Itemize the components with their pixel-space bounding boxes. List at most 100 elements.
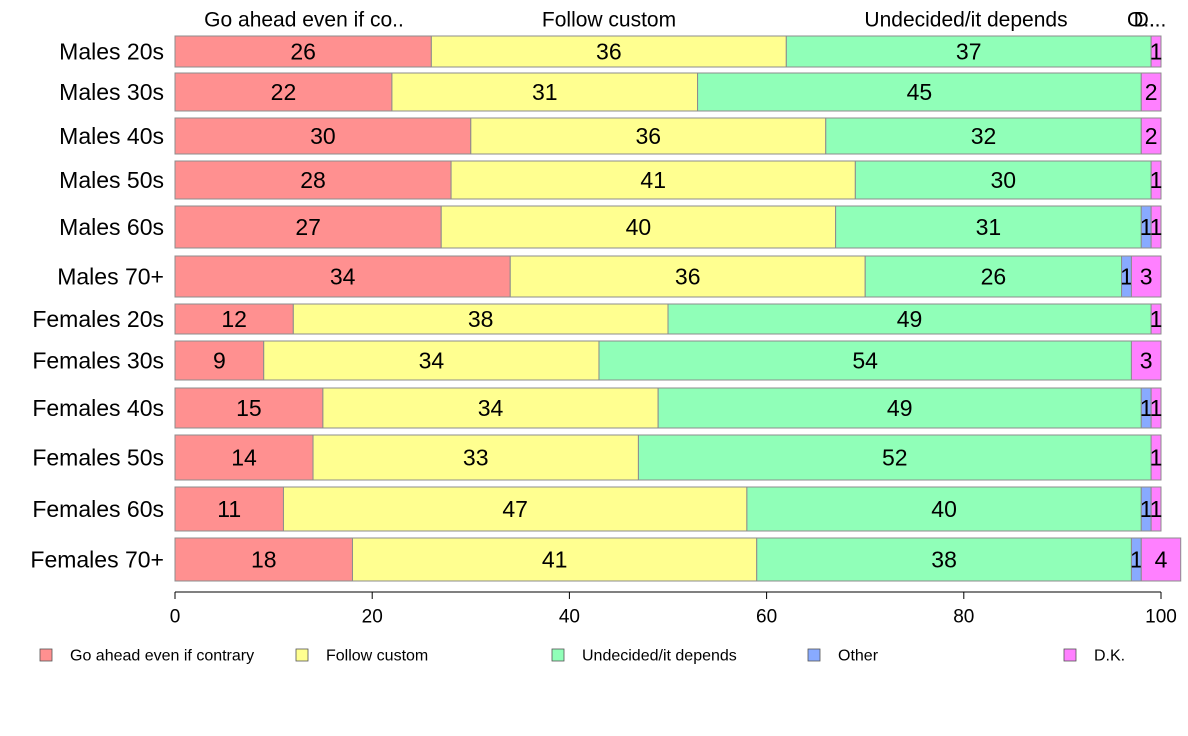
- legend-label: Go ahead even if contrary: [70, 648, 254, 665]
- x-tick-label: 80: [953, 607, 974, 628]
- bar-segment: [1140, 72, 1162, 112]
- bar-segment: [1140, 537, 1182, 582]
- data-label: 1: [1140, 214, 1153, 240]
- bar-segment: [1150, 486, 1162, 532]
- bar-segment: [174, 255, 511, 298]
- data-label: 40: [626, 214, 652, 240]
- legend-label: Follow custom: [326, 648, 428, 665]
- data-label: 14: [231, 445, 257, 471]
- column-header-label: Undecided/it depends: [864, 9, 1067, 32]
- bar-segment: [667, 303, 1152, 335]
- bar-segment: [351, 537, 758, 582]
- bar-segment: [835, 205, 1142, 249]
- data-label: 1: [1130, 547, 1143, 573]
- bar-segment: [1150, 387, 1162, 429]
- legend: Go ahead even if contrary Follow custom Un…: [39, 648, 1125, 665]
- bar-segment: [637, 434, 1152, 481]
- data-label: 22: [271, 79, 297, 105]
- bar-segment: [598, 340, 1132, 381]
- bar-segment: [1150, 160, 1162, 200]
- data-label: 40: [931, 496, 957, 522]
- bar-segment: [1130, 255, 1162, 298]
- data-label: 36: [675, 264, 701, 290]
- data-label: 4: [1155, 547, 1168, 573]
- category-label: Females 60s: [32, 496, 164, 522]
- bar-segment: [174, 72, 393, 112]
- data-label: 31: [532, 79, 558, 105]
- x-tick-label: 60: [756, 607, 777, 628]
- bar-segment: [174, 160, 452, 200]
- bar-segment: [756, 537, 1132, 582]
- category-label: Females 30s: [32, 348, 164, 374]
- data-label: 36: [635, 123, 661, 149]
- data-label: 26: [290, 39, 316, 65]
- bar-segment: [430, 35, 787, 68]
- data-label: 2: [1145, 79, 1158, 105]
- data-label: 3: [1140, 264, 1153, 290]
- x-axis: 0 20 40 60 80 100: [170, 591, 1177, 628]
- data-label: 32: [971, 123, 997, 149]
- column-header-label: Follow custom: [542, 9, 676, 32]
- bar-segment: [509, 255, 866, 298]
- bar-segment: [440, 205, 837, 249]
- bar-segment: [312, 434, 639, 481]
- data-label: 33: [463, 445, 489, 471]
- bar-segment: [174, 387, 324, 429]
- legend-swatch: [807, 648, 821, 662]
- category-labels: Males 20s Males 30s Males 40s Males 50s Male…: [30, 39, 164, 573]
- legend-label: D.K.: [1094, 648, 1125, 665]
- data-label: 31: [976, 214, 1002, 240]
- category-label: Males 50s: [59, 167, 164, 193]
- data-label: 49: [887, 395, 913, 421]
- legend-swatch: [39, 648, 53, 662]
- legend-label: Undecided/it depends: [582, 648, 737, 665]
- category-label: Males 30s: [59, 79, 164, 105]
- data-label: 1: [1150, 167, 1163, 193]
- column-header-labels: Go ahead even if co.. Follow custom Undeci…: [204, 9, 1166, 32]
- data-label: 36: [596, 39, 622, 65]
- x-tick-label: 20: [362, 607, 383, 628]
- legend-swatch: [1063, 648, 1077, 662]
- data-label: 34: [419, 348, 445, 374]
- data-label: 1: [1140, 395, 1153, 421]
- data-label: 15: [236, 395, 262, 421]
- category-label: Males 40s: [59, 123, 164, 149]
- data-label: 12: [221, 306, 247, 332]
- category-label: Males 70+: [57, 264, 164, 290]
- legend-label: Other: [838, 648, 879, 665]
- bar-segment: [854, 160, 1152, 200]
- legend-swatch: [295, 648, 309, 662]
- column-header-label: O..: [1127, 9, 1155, 32]
- bar-segment: [391, 72, 699, 112]
- bar-segment: [1150, 434, 1162, 481]
- bar-segment: [174, 434, 314, 481]
- data-label: 1: [1150, 395, 1163, 421]
- data-label: 1: [1150, 306, 1163, 332]
- data-label: 45: [907, 79, 933, 105]
- data-label: 47: [502, 496, 528, 522]
- bar-segment: [697, 72, 1142, 112]
- data-label: 11: [217, 496, 241, 522]
- data-label: 3: [1140, 348, 1153, 374]
- x-tick-label: 0: [170, 607, 181, 628]
- data-label: 49: [897, 306, 923, 332]
- bar-segment: [263, 340, 600, 381]
- x-tick-label: 40: [559, 607, 580, 628]
- bar-segment: [174, 303, 294, 335]
- category-label: Males 60s: [59, 214, 164, 240]
- data-label: 18: [251, 547, 277, 573]
- bar-segment: [1130, 340, 1162, 381]
- data-label: 28: [300, 167, 326, 193]
- bar-segment: [657, 387, 1142, 429]
- bar-segment: [174, 486, 284, 532]
- data-label: 1: [1140, 496, 1153, 522]
- data-label: 9: [213, 348, 226, 374]
- legend-swatch: [551, 648, 565, 662]
- data-label: 26: [981, 264, 1007, 290]
- data-label: 27: [295, 214, 321, 240]
- category-label: Females 70+: [30, 547, 164, 573]
- data-label: 1: [1150, 39, 1163, 65]
- bar-segment: [1150, 205, 1162, 249]
